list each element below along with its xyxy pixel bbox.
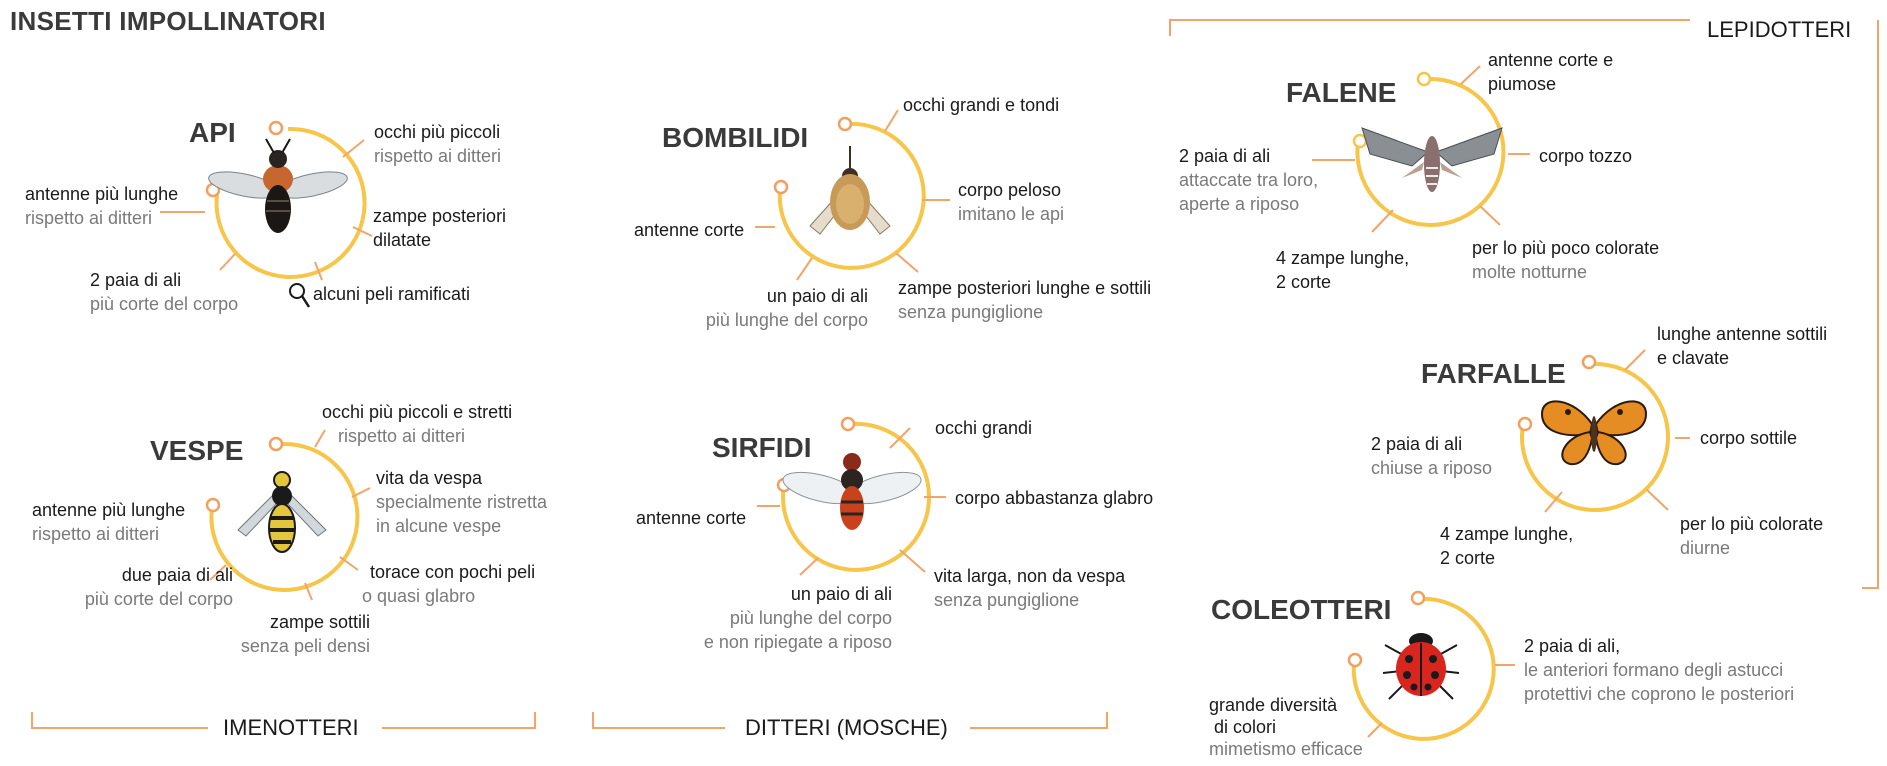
bombilidi-dot-left <box>773 179 789 195</box>
butterfly-icon <box>1540 400 1648 466</box>
bee-icon <box>208 138 348 233</box>
insect-title-sirfidi: SIRFIDI <box>712 432 812 463</box>
farfalle-dot-left <box>1517 416 1533 432</box>
falene-colors-label: per lo più poco colorate molte notturne <box>1472 238 1660 282</box>
insect-title-api: API <box>189 117 236 148</box>
farfalle-ring <box>1520 361 1670 512</box>
group-label-lepidotteri: LEPIDOTTERI <box>1697 17 1852 43</box>
coleotteri-dot-top <box>1410 590 1426 606</box>
falene-ring <box>1355 76 1506 227</box>
farfalle-antennae-label: lunghe antenne sottili e clavate <box>1657 324 1828 368</box>
vespe-wings-label: due paia di ali più corte del corpo <box>84 565 233 609</box>
farfalle-dot-top <box>1581 354 1597 370</box>
farfalle-wings-label: 2 paia di ali chiuse a riposo <box>1371 434 1493 478</box>
falene-antennae-label: antenne corte e piumose <box>1488 50 1614 94</box>
api-eyes-label: occhi più piccoli rispetto ai ditteri <box>374 122 502 166</box>
insect-title-vespe: VESPE <box>150 435 244 466</box>
insect-title-bombilidi: BOMBILIDI <box>662 122 809 153</box>
sirfidi-dot-top <box>840 416 856 432</box>
hoverfly-icon <box>782 453 922 530</box>
api-wings-label: 2 paia di ali più corte del corpo <box>90 270 239 314</box>
api-legs-label: zampe posteriori dilatate <box>373 206 507 250</box>
api-antennae-label: antenne più lunghe rispetto ai ditteri <box>25 184 179 228</box>
bombilidi-ring <box>777 121 926 270</box>
sirfidi-eyes-label: occhi grandi <box>935 418 1033 438</box>
falene-body-label: corpo tozzo <box>1539 146 1633 166</box>
coleotteri-ring <box>1351 596 1496 741</box>
vespe-ring <box>209 441 360 592</box>
vespe-dot-left <box>205 497 221 513</box>
vespe-legs-label: zampe sottili senza peli densi <box>240 612 370 656</box>
insect-title-falene: FALENE <box>1286 77 1397 108</box>
bombilidi-eyes-label: occhi grandi e tondi <box>903 95 1060 115</box>
ladybug-icon <box>1382 633 1460 700</box>
sirfidi-waist-label: vita larga, non da vespa senza pungiglion… <box>934 566 1126 610</box>
insect-title-coleotteri: COLEOTTERI <box>1211 594 1392 625</box>
bombilidi-wings-label: un paio di ali più lunghe del corpo <box>705 286 868 330</box>
falene-legs-label: 4 zampe lunghe, 2 corte <box>1276 248 1410 292</box>
farfalle-colors-label: per lo più colorate diurne <box>1680 514 1824 558</box>
bombilidi-antennae-label: antenne corte <box>634 220 745 240</box>
wasp-icon <box>237 471 327 553</box>
group-label-ditteri: DITTERI (MOSCHE) <box>735 715 958 741</box>
moth-icon <box>1361 127 1503 192</box>
sirfidi-ring <box>781 421 932 572</box>
bee-fly-icon <box>809 146 891 235</box>
coleotteri-dot-left <box>1347 652 1363 668</box>
bombilidi-body-label: corpo peloso imitano le api <box>958 180 1065 224</box>
farfalle-body-label: corpo sottile <box>1700 428 1798 448</box>
api-hairs-label: alcuni peli ramificati <box>313 284 471 304</box>
api-dot-top <box>268 120 284 136</box>
vespe-antennae-label: antenne più lunghe rispetto ai ditteri <box>32 500 186 544</box>
sirfidi-wings-label: un paio di ali più lunghe del corpo e non … <box>703 584 892 652</box>
vespe-thorax-label: torace con pochi peli o quasi glabro <box>362 562 536 606</box>
bombilidi-dot-top <box>837 116 853 132</box>
vespe-dot-top <box>268 436 284 452</box>
magnifier-icon <box>289 283 311 308</box>
insect-title-farfalle: FARFALLE <box>1421 358 1566 389</box>
page-title: INSETTI IMPOLLINATORI <box>10 6 326 36</box>
sirfidi-body-label: corpo abbastanza glabro <box>955 488 1154 508</box>
sirfidi-antennae-label: antenne corte <box>636 508 747 528</box>
bombilidi-legs-label: zampe posteriori lunghe e sottili senza p… <box>898 278 1152 322</box>
falene-dot-top <box>1416 71 1432 87</box>
vespe-waist-label: vita da vespa specialmente ristretta in al… <box>376 468 548 536</box>
vespe-eyes-label: occhi più piccoli e stretti rispetto ai d… <box>322 402 513 446</box>
coleotteri-colors-label: grande diversità di colori mimetismo effi… <box>1209 695 1363 759</box>
group-label-imenotteri: IMENOTTERI <box>213 715 369 741</box>
falene-wings-label: 2 paia di ali attaccate tra loro, aperte a… <box>1179 146 1319 214</box>
farfalle-legs-label: 4 zampe lunghe, 2 corte <box>1440 524 1574 568</box>
api-ring <box>214 126 367 279</box>
coleotteri-wings-label: 2 paia di ali, le anteriori formano degli… <box>1524 636 1795 704</box>
